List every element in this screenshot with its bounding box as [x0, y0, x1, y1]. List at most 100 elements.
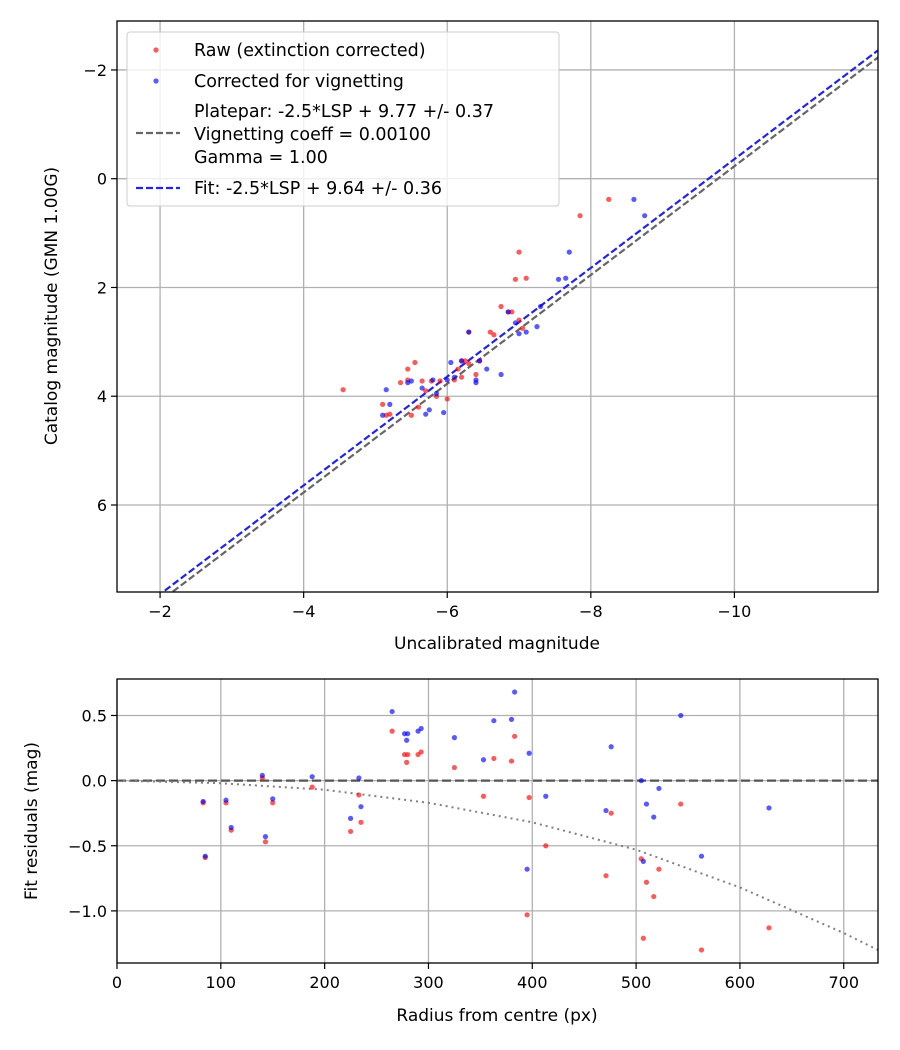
top-corrected-point [459, 358, 465, 364]
bottom-corrected-point [640, 858, 646, 864]
top-panel-ticks: −2 −4 −6 −8 −10 −2 0 2 4 6 [83, 61, 751, 621]
top-raw-point [577, 213, 583, 219]
bottom-corrected-point [262, 834, 269, 840]
top-y-axis-label: Catalog magnitude (GMN 1.00G) [42, 167, 62, 445]
bottom-corrected-point [766, 805, 772, 811]
bottom-corrected-point [451, 735, 458, 741]
top-raw-point [523, 275, 529, 281]
bottom-raw-point [358, 819, 364, 825]
top-corrected-point [433, 390, 440, 397]
top-raw-point [380, 401, 386, 407]
top-raw-point [491, 332, 497, 338]
bottom-corrected-point [480, 757, 487, 763]
top-raw-point [473, 371, 479, 378]
bottom-vignetting-curve [116, 779, 879, 951]
bottom-corrected-point [638, 778, 644, 784]
bottom-panel-grid [116, 679, 878, 963]
top-y-tick-label: 2 [97, 278, 107, 297]
bottom-corrected-point [651, 814, 657, 820]
bottom-raw-point [491, 755, 497, 762]
top-corrected-point [383, 387, 389, 393]
bottom-panel-lines [116, 779, 879, 951]
top-raw-point [437, 378, 443, 384]
top-corrected-point [563, 275, 569, 281]
bottom-raw-point [524, 912, 530, 918]
top-raw-point [512, 276, 519, 282]
top-corrected-point [380, 412, 386, 418]
legend-label-fit: Fit: -2.5*LSP + 9.64 +/- 0.36 [194, 179, 442, 199]
top-corrected-point [484, 366, 490, 372]
top-raw-point [387, 411, 393, 417]
bottom-raw-point [543, 843, 549, 849]
bottom-panel-points [200, 689, 772, 953]
bottom-raw-point [526, 794, 532, 801]
bottom-raw-point [656, 866, 662, 872]
bottom-corrected-point [404, 737, 410, 743]
bottom-raw-point [404, 759, 410, 765]
bottom-y-tick-label: 0.0 [82, 772, 107, 791]
bottom-raw-point [651, 893, 657, 900]
bottom-corrected-point [405, 731, 411, 737]
bottom-y-tick-label: −0.5 [68, 837, 107, 856]
top-x-axis-label: Uncalibrated magnitude [394, 634, 600, 654]
bottom-raw-point [347, 828, 354, 835]
top-x-tick-label: −4 [292, 602, 316, 621]
bottom-corrected-point [259, 772, 265, 779]
bottom-y-tick-label: 0.5 [82, 706, 107, 725]
bottom-corrected-point [356, 775, 362, 781]
bottom-corrected-point [200, 798, 206, 805]
bottom-corrected-point [228, 824, 234, 831]
bottom-raw-point [270, 800, 276, 806]
bottom-raw-point [262, 839, 269, 845]
top-corrected-point [444, 377, 450, 383]
top-raw-point [516, 317, 522, 323]
top-raw-point [520, 325, 526, 331]
bottom-raw-point [480, 793, 487, 799]
top-x-tick-label: −10 [718, 602, 752, 621]
top-raw-point [455, 366, 461, 372]
bottom-raw-point [643, 879, 650, 885]
bottom-corrected-point [347, 815, 354, 821]
bottom-x-axis-label: Radius from centre (px) [396, 1006, 597, 1026]
bottom-raw-point [766, 925, 772, 931]
legend-box [126, 31, 560, 207]
bottom-raw-point [678, 801, 684, 807]
top-corrected-point [419, 385, 425, 391]
top-raw-point [415, 404, 422, 410]
top-raw-point [408, 412, 414, 418]
top-corrected-point [441, 409, 447, 416]
top-corrected-point [451, 374, 458, 380]
top-fit-line-fit [161, 49, 878, 592]
top-y-tick-label: −2 [83, 61, 107, 80]
bottom-corrected-point [202, 853, 208, 859]
legend-label-raw: Raw (extinction corrected) [194, 41, 426, 61]
top-fit-line-platepar [170, 56, 878, 592]
bottom-corrected-point [309, 774, 315, 780]
top-raw-point [466, 361, 472, 367]
bottom-corrected-point [389, 708, 395, 715]
top-panel-points [340, 196, 648, 418]
bottom-raw-point [603, 873, 609, 879]
top-corrected-point [408, 378, 414, 384]
legend-label-corrected: Corrected for vignetting [194, 72, 404, 92]
legend-label-platepar: Platepar: -2.5*LSP + 9.77 +/- 0.37 [194, 102, 494, 122]
bottom-x-tick-label: 500 [621, 973, 652, 992]
top-corrected-point [505, 309, 511, 315]
top-raw-point [509, 309, 515, 315]
top-x-tick-label: −6 [435, 602, 459, 621]
top-y-tick-label: 0 [97, 170, 107, 189]
bottom-raw-point [405, 751, 411, 758]
bottom-y-tick-label: −1.0 [68, 902, 107, 921]
bottom-corrected-point [358, 804, 364, 810]
bottom-x-tick-label: 0 [112, 973, 122, 992]
top-raw-point [459, 374, 465, 380]
legend-label-gamma: Gamma = 1.00 [194, 148, 328, 168]
top-y-tick-label: 6 [97, 496, 107, 515]
top-raw-point [462, 358, 468, 364]
top-corrected-point [523, 329, 529, 335]
top-corrected-point [498, 371, 504, 378]
bottom-corrected-point [643, 801, 650, 807]
bottom-raw-point [640, 935, 646, 941]
bottom-panel-frame [116, 678, 879, 964]
